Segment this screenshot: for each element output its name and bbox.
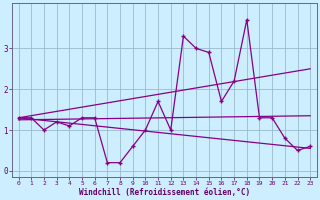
X-axis label: Windchill (Refroidissement éolien,°C): Windchill (Refroidissement éolien,°C) — [79, 188, 250, 197]
